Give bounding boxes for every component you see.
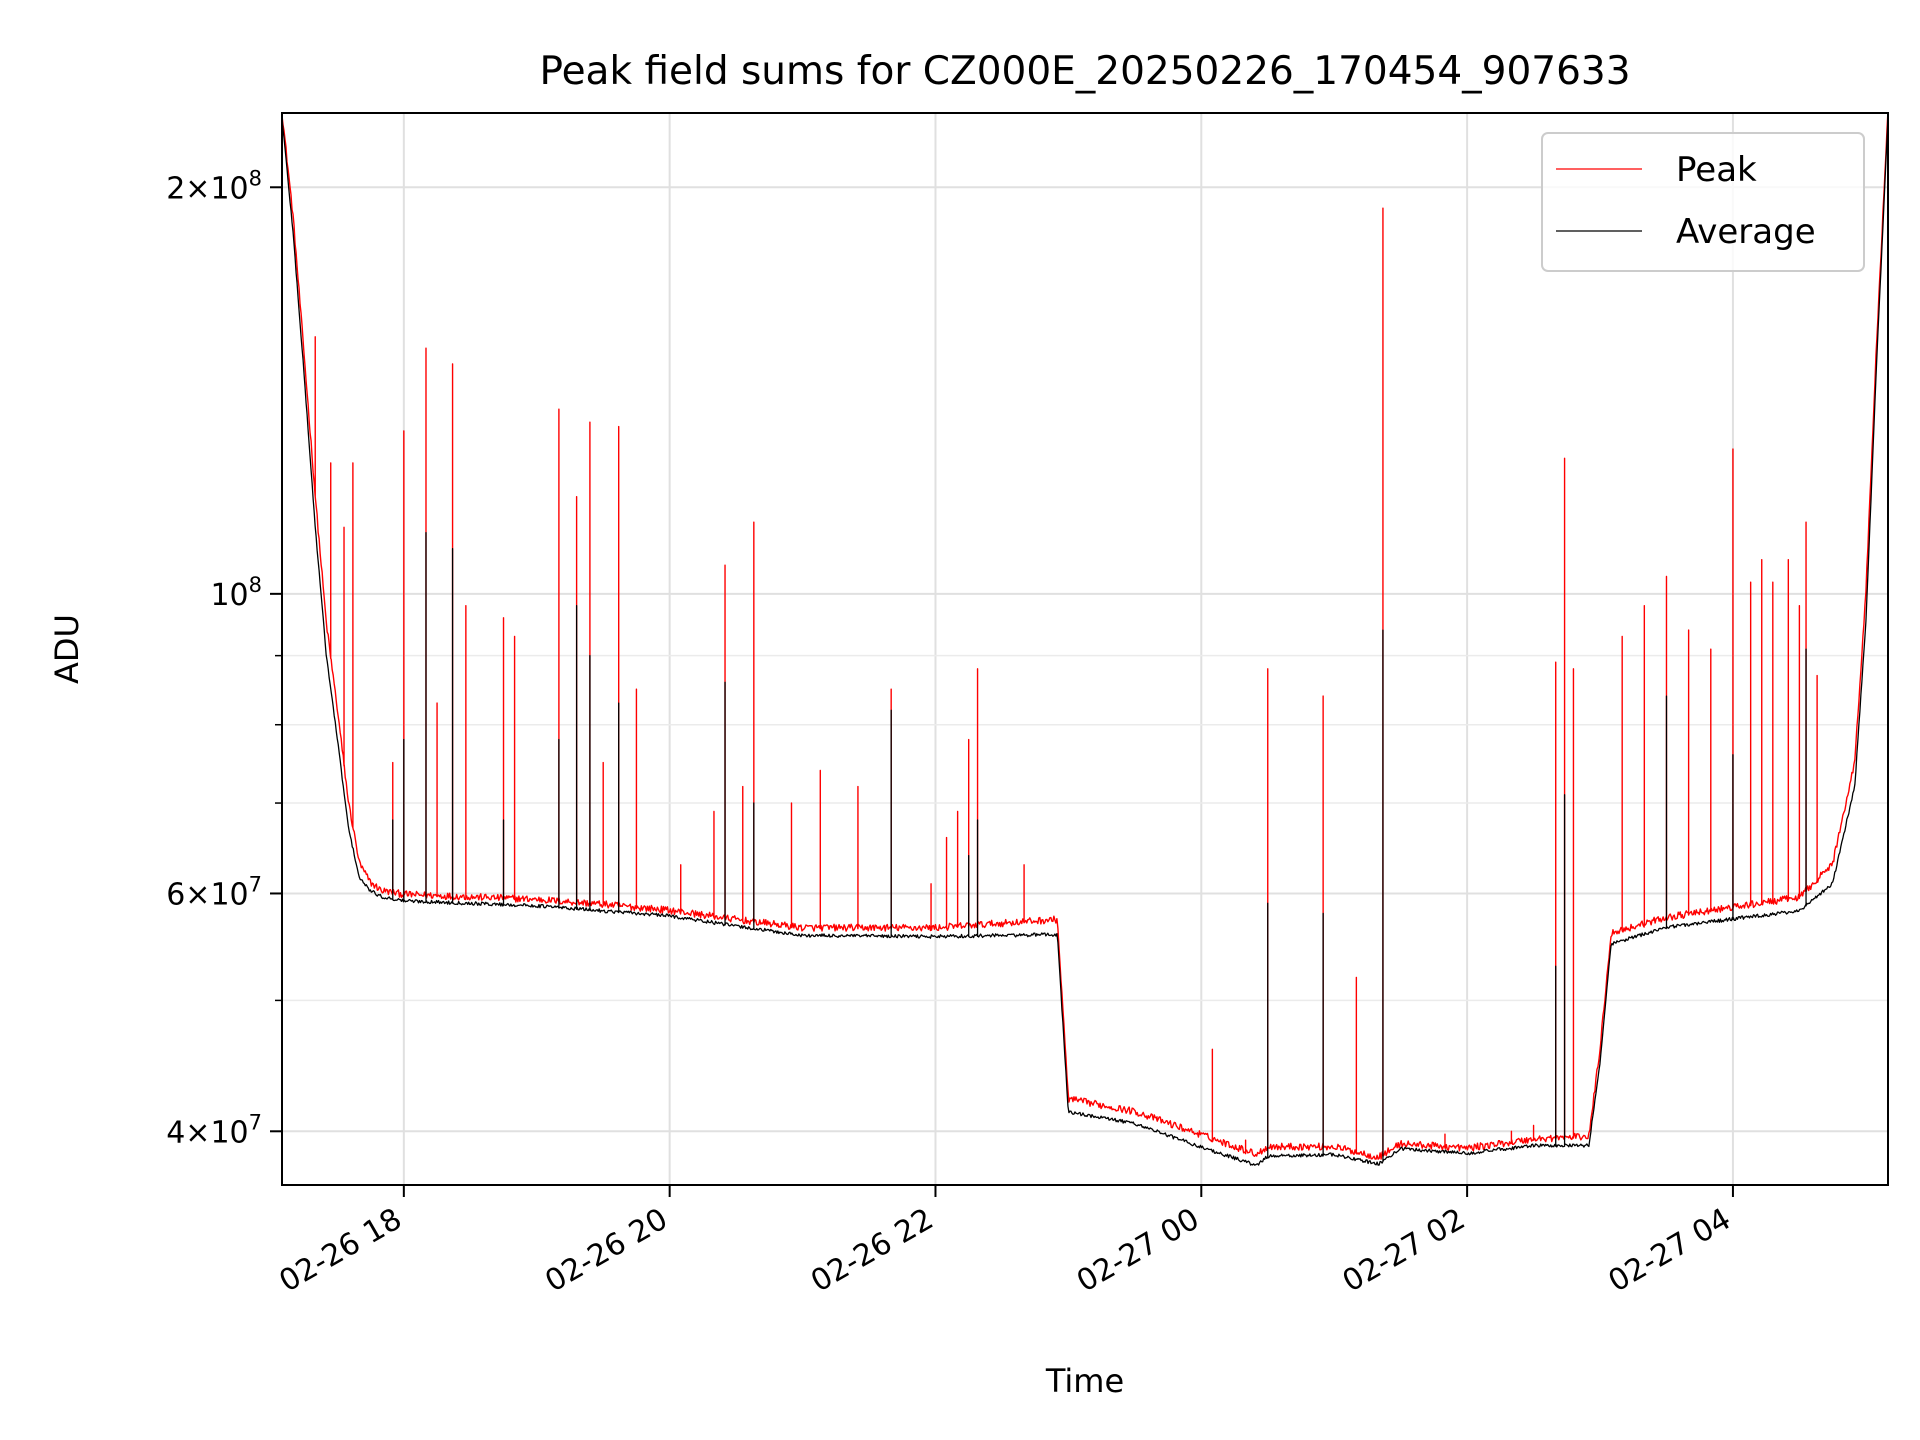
grid [282,113,1888,1185]
y-tick-label: 6×107 [166,872,262,912]
series-line-average [282,117,1888,1166]
legend-label-peak: Peak [1676,150,1757,190]
plot-area [282,113,1888,1166]
x-axis-label: Time [1045,1362,1124,1400]
legend-label-average: Average [1676,212,1816,252]
plot-frame [281,112,1889,1186]
chart-title: Peak field sums for CZ000E_20250226_1704… [539,49,1630,94]
series-line-peak [282,113,1888,1160]
y-tick-label: 108 [210,573,262,613]
y-tick-label: 4×107 [166,1110,262,1150]
legend: Peak Average [1541,132,1865,272]
legend-box [1541,132,1865,272]
y-axis-label: ADU [48,614,86,684]
y-axis: 4×107 6×107 108 2×108 [166,166,282,1150]
y-tick-label: 2×108 [166,166,262,206]
